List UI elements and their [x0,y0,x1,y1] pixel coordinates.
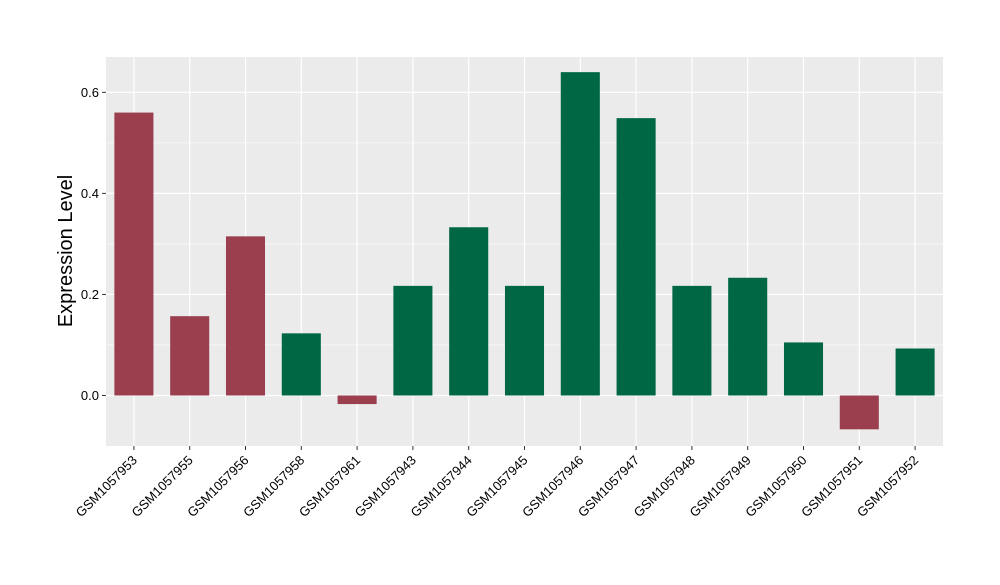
bar [170,316,210,396]
y-tick-label: 0.6 [81,85,99,100]
bar [783,342,824,396]
bar [728,277,768,396]
bar [616,118,656,396]
bar [393,285,433,396]
bar [281,333,321,396]
x-axis: GSM1057953GSM1057955GSM1057956GSM1057958… [73,446,921,520]
bar [560,72,600,396]
bar [449,227,489,396]
bar [672,285,712,396]
y-tick-label: 0.4 [81,186,99,201]
y-tick-label: 0.2 [81,287,99,302]
bar [225,236,266,396]
y-axis: 0.0 0.2 0.4 0.6 [81,85,106,403]
bar [895,348,935,396]
y-tick-label: 0.0 [81,388,99,403]
bars-group [114,72,935,430]
bar [114,112,154,396]
bar [504,285,545,396]
bar [337,395,377,405]
bar [839,395,879,430]
y-axis-title: Expression Level [55,175,77,327]
